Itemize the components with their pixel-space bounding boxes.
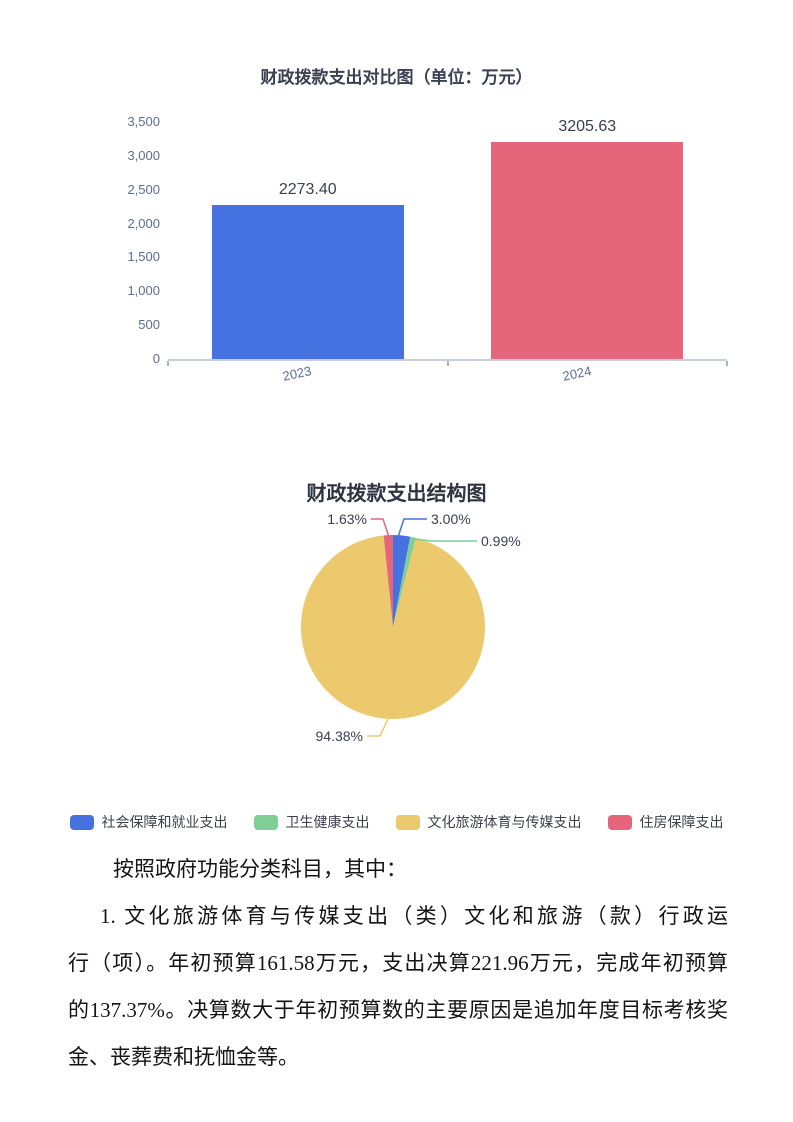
legend-swatch: [253, 814, 278, 830]
bar-value-label: 2273.40: [278, 181, 337, 199]
pie-slice[interactable]: [393, 535, 411, 627]
y-axis-tick-label: 3,000: [127, 147, 160, 163]
y-axis-tick-label: 2,500: [127, 181, 160, 197]
pie-slice[interactable]: [300, 535, 485, 719]
y-axis-tick-label: 1,000: [127, 283, 160, 299]
y-axis-tick-label: 500: [138, 317, 160, 333]
legend-label: 文化旅游体育与传媒支出: [427, 814, 582, 830]
bar-chart-title: 财政拨款支出对比图（单位：万元）: [260, 68, 533, 87]
pie-chart: 1.63% 3.00% 0.99% 94.38%: [300, 511, 521, 744]
legend-swatch: [69, 814, 94, 830]
paragraph-line: 按照政府功能分类科目，其中：: [113, 857, 407, 881]
axis-tick: [167, 361, 169, 366]
legend-swatch: [607, 814, 632, 830]
legend-label: 住房保障支出: [639, 814, 724, 830]
bar-2023[interactable]: [211, 205, 404, 359]
pie-percent-label: 94.38%: [316, 728, 363, 744]
y-axis-tick-label: 1,500: [127, 249, 160, 265]
legend-swatch: [395, 814, 420, 830]
axis-tick: [726, 361, 728, 366]
body-text: 按照政府功能分类科目，其中： 1. 文化旅游体育与传媒支出（类）文化和旅游（款）…: [68, 846, 728, 1081]
pie-percent-label: 0.99%: [481, 533, 521, 549]
x-axis-line: [168, 359, 727, 361]
x-axis-category-label: 2023: [281, 363, 313, 384]
legend-item-health[interactable]: 卫生健康支出: [253, 812, 370, 832]
pie-callout-line: [413, 538, 477, 542]
y-axis-tick-label: 0: [152, 351, 160, 366]
legend-item-culture-tourism[interactable]: 文化旅游体育与传媒支出: [395, 812, 582, 832]
bar-value-label: 3205.63: [558, 117, 617, 135]
pie-slice[interactable]: [393, 536, 416, 627]
y-axis-tick-label: 2,000: [127, 215, 160, 231]
legend-item-housing[interactable]: 住房保障支出: [607, 812, 724, 832]
pie-chart-title: 财政拨款支出结构图: [306, 483, 487, 505]
y-axis-tick-label: 3,500: [127, 114, 160, 129]
legend-label: 社会保障和就业支出: [101, 814, 228, 830]
legend: 社会保障和就业支出 卫生健康支出 文化旅游体育与传媒支出 住房保障支出: [0, 812, 793, 832]
pie-callout-line: [367, 718, 389, 737]
bar-2024[interactable]: [491, 141, 684, 359]
x-axis-category-label: 2024: [561, 363, 593, 384]
paragraph-line: 1. 文化旅游体育与传媒支出（类）文化和旅游（款）行政运: [100, 904, 728, 928]
legend-label: 卫生健康支出: [285, 814, 370, 830]
legend-item-social-security[interactable]: 社会保障和就业支出: [69, 812, 228, 832]
pie-percent-label: 1.63%: [327, 511, 367, 527]
axis-tick: [446, 361, 449, 366]
pie-slice[interactable]: [383, 535, 393, 627]
pie-percent-label: 3.00%: [431, 511, 471, 527]
paragraph-line: 行（项）。年初预算161.58万元，支出决算221.96万元，完成年初预算: [68, 951, 728, 975]
paragraph-line: 金、丧葬费和抚恤金等。: [68, 1045, 299, 1069]
pie-callout-line: [371, 518, 390, 538]
pie-callout-line: [397, 518, 427, 538]
paragraph-line: 的137.37%。决算数大于年初预算数的主要原因是追加年度目标考核奖: [68, 998, 728, 1022]
